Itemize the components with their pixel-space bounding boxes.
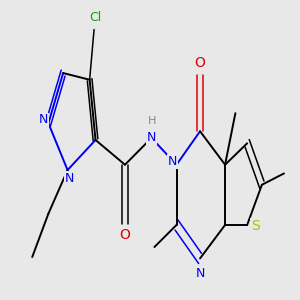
Text: N: N xyxy=(64,172,74,184)
Text: N: N xyxy=(167,155,177,168)
Text: Cl: Cl xyxy=(89,11,102,24)
Text: O: O xyxy=(119,228,130,242)
Text: N: N xyxy=(195,267,205,280)
Text: H: H xyxy=(148,116,157,126)
Text: N: N xyxy=(38,113,48,126)
Text: O: O xyxy=(195,56,206,70)
Text: S: S xyxy=(251,219,260,233)
Text: N: N xyxy=(147,131,156,145)
